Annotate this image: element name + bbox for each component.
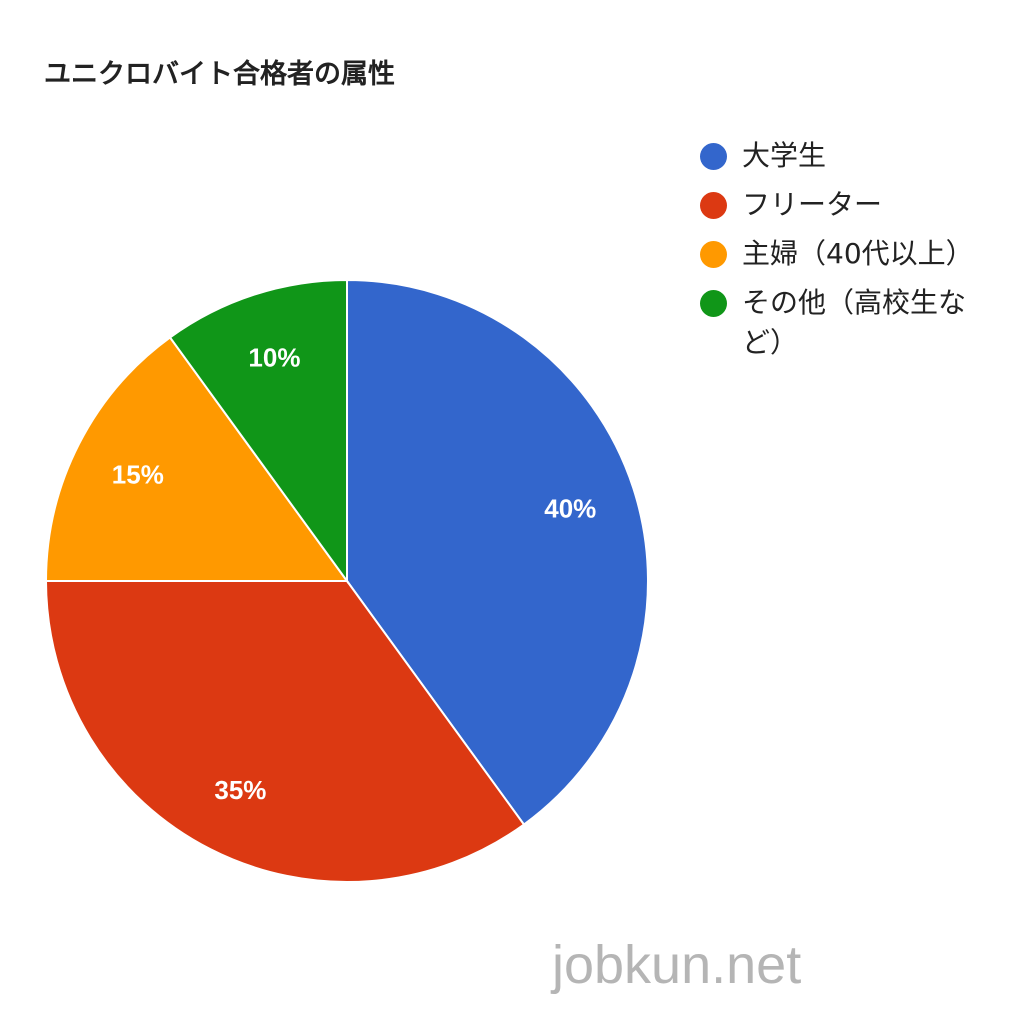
slice-value-label: 35% <box>214 775 266 805</box>
slice-housewife[interactable] <box>44 336 349 582</box>
slice-university-student[interactable] <box>346 278 649 826</box>
slice-value-label: 10% <box>248 343 300 373</box>
slice-value-label: 40% <box>544 493 596 523</box>
legend-swatch-icon <box>700 241 727 268</box>
pie-data-labels: 40% 35% 15% 10% <box>112 343 597 805</box>
slice-other[interactable] <box>168 278 348 585</box>
slice-freeter[interactable] <box>44 580 526 883</box>
legend-label: フリーター <box>742 188 883 221</box>
slice-value-label: 15% <box>112 459 164 489</box>
legend-item-housewife[interactable]: 主婦（40代以上） <box>698 234 998 274</box>
chart-title: ユニクロバイト合格者の属性 <box>44 59 395 90</box>
pie-slices <box>44 278 649 883</box>
legend-label: その他（高校生など） <box>742 286 967 359</box>
legend-swatch-icon <box>700 143 727 170</box>
legend: 大学生 フリーター 主婦（40代以上） その他（高校生など） <box>698 136 998 372</box>
legend-swatch-icon <box>700 192 727 219</box>
legend-label: 主婦（40代以上） <box>742 237 974 270</box>
legend-item-university-student[interactable]: 大学生 <box>698 136 998 176</box>
legend-item-other[interactable]: その他（高校生など） <box>698 283 998 363</box>
legend-item-freeter[interactable]: フリーター <box>698 185 998 225</box>
watermark: jobkun.net <box>552 935 802 995</box>
legend-label: 大学生 <box>742 139 827 172</box>
legend-swatch-icon <box>700 290 727 317</box>
